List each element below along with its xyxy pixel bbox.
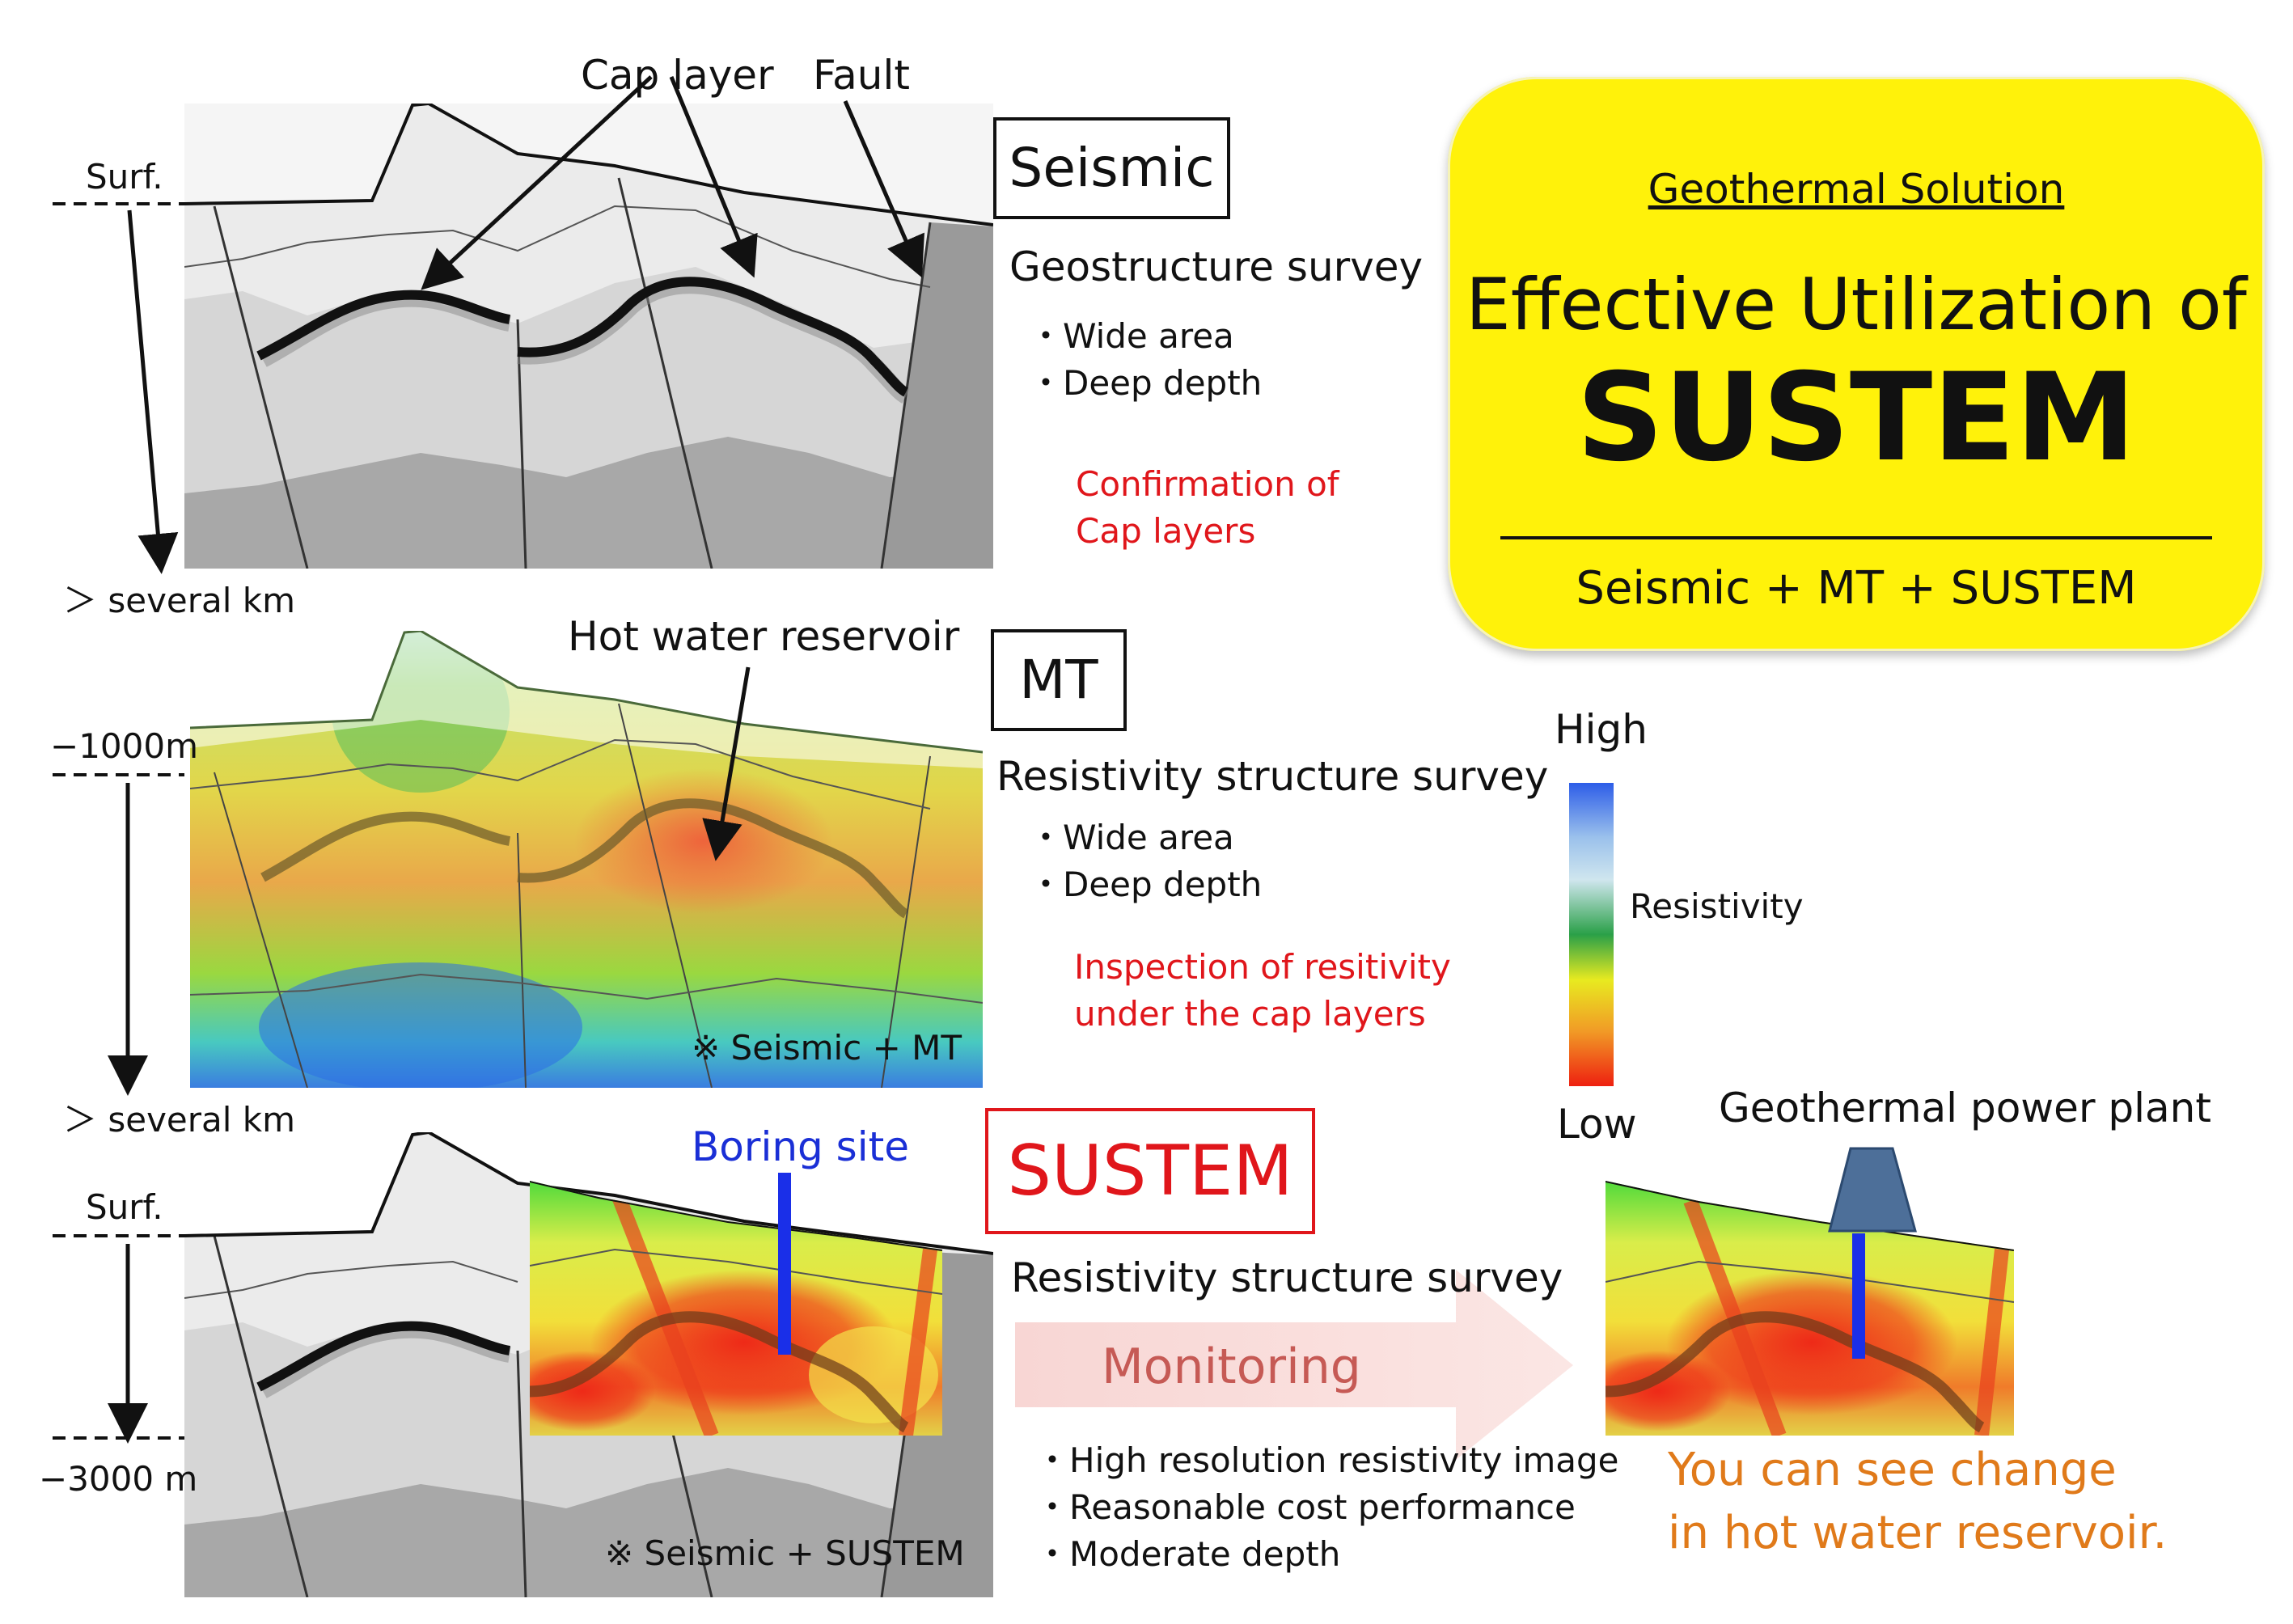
hot-water-reservoir-callout: Hot water reservoir xyxy=(568,613,960,660)
cap-layer-callout: Cap layer xyxy=(581,52,774,99)
mt-cross-section xyxy=(190,631,983,1088)
sustem-bullet-3: ・Moderate depth xyxy=(1035,1534,1341,1574)
depth-label-surf-3: Surf. xyxy=(86,1187,163,1227)
cap-arrow-right xyxy=(669,76,758,278)
title-divider xyxy=(1500,536,2212,539)
title-line-2: SUSTEM xyxy=(1576,348,2136,488)
mt-survey-label: Resistivity structure survey xyxy=(996,753,1549,800)
power-plant-icon xyxy=(1828,1147,1917,1233)
production-well xyxy=(1852,1233,1865,1359)
legend-resistivity-label: Resistivity xyxy=(1630,886,1804,926)
sustem-method-text: SUSTEM xyxy=(1007,1131,1293,1212)
mt-caption: ※ Seismic + MT xyxy=(692,1028,962,1068)
depth-label-1000m: −1000m xyxy=(50,726,198,766)
sustem-bullet-1: ・High resolution resistivity image xyxy=(1035,1440,1619,1480)
mt-note-line-1: Inspection of resitivity xyxy=(1074,947,1451,987)
seismic-note-line-1: Confirmation of xyxy=(1076,464,1339,504)
mt-bullet-2: ・Deep depth xyxy=(1029,865,1263,904)
resistivity-color-bar xyxy=(1569,783,1614,1086)
depth-label-3000m: −3000 m xyxy=(39,1459,198,1499)
title-subtitle: Geothermal Solution xyxy=(1648,166,2065,213)
fault-callout: Fault xyxy=(813,52,910,99)
boring-site-well xyxy=(778,1173,791,1355)
result-line-1: You can see change xyxy=(1668,1444,2117,1496)
cap-arrow-left xyxy=(421,75,653,290)
legend-low-label: Low xyxy=(1557,1101,1637,1148)
title-line-1: Effective Utilization of xyxy=(1466,263,2247,346)
geostructure-survey-label: Geostructure survey xyxy=(1009,243,1424,290)
seismic-bullet-1: ・Wide area xyxy=(1029,316,1234,356)
legend-high-label: High xyxy=(1555,706,1648,753)
title-footer: Seismic + MT + SUSTEM xyxy=(1576,562,2137,615)
depth-label-several-km-1: ＞ several km xyxy=(63,581,296,620)
sustem-caption: ※ Seismic + SUSTEM xyxy=(605,1533,965,1573)
title-card: Geothermal Solution Effective Utilizatio… xyxy=(1448,77,2265,651)
power-plant-label: Geothermal power plant xyxy=(1719,1085,2211,1131)
mt-bullet-1: ・Wide area xyxy=(1029,818,1234,857)
monitoring-arrow xyxy=(1015,1270,1573,1460)
reservoir-arrow xyxy=(702,666,751,861)
mt-method-label: MT xyxy=(991,629,1127,731)
seismic-note-line-2: Cap layers xyxy=(1076,511,1256,551)
boring-site-callout: Boring site xyxy=(692,1123,909,1170)
depth-label-surf-1: Surf. xyxy=(86,157,163,197)
sustem-survey-label: Resistivity structure survey xyxy=(1011,1254,1563,1301)
seismic-method-text: Seismic xyxy=(1009,137,1215,199)
sustem-bullet-2: ・Reasonable cost performance xyxy=(1035,1487,1576,1527)
depth-arrow-1 xyxy=(127,209,179,574)
fault-arrow xyxy=(843,100,924,278)
monitoring-label: Monitoring xyxy=(1102,1339,1361,1395)
mt-note-line-2: under the cap layers xyxy=(1074,994,1426,1034)
seismic-cross-section xyxy=(184,104,993,569)
power-plant-inset xyxy=(1606,1181,2014,1436)
depth-label-several-km-2: ＞ several km xyxy=(63,1100,296,1140)
mt-method-text: MT xyxy=(1019,649,1098,711)
sustem-method-label: SUSTEM xyxy=(985,1108,1315,1234)
seismic-bullet-2: ・Deep depth xyxy=(1029,363,1263,403)
seismic-method-label: Seismic xyxy=(993,117,1230,219)
result-line-2: in hot water reservoir. xyxy=(1668,1507,2168,1559)
